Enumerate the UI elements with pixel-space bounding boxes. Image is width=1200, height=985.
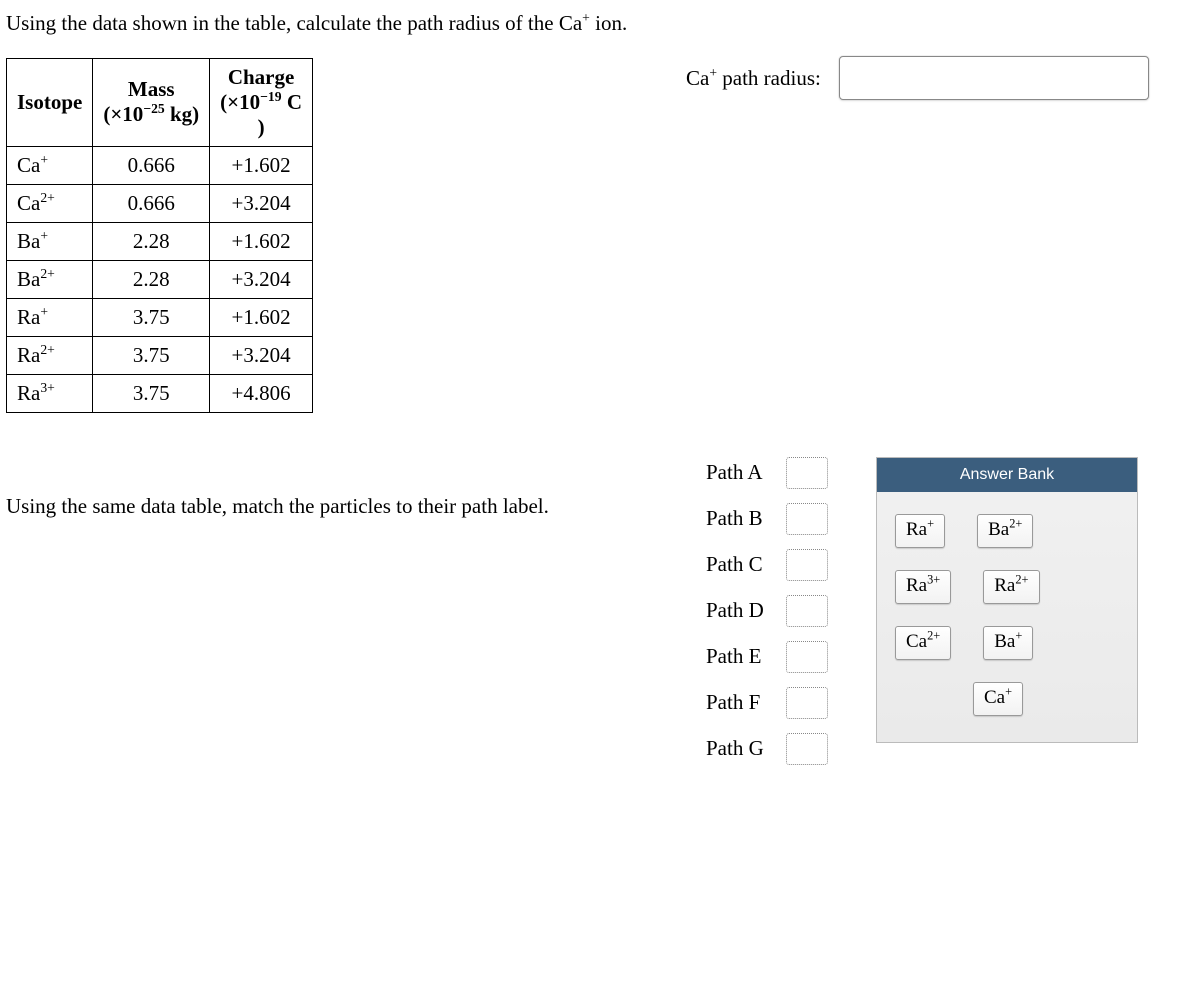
- table-row: Ba+2.28+1.602: [7, 222, 313, 260]
- table-row: Ra+3.75+1.602: [7, 298, 313, 336]
- question-2-text: Using the same data table, match the par…: [6, 491, 706, 523]
- path-label: Path E: [706, 644, 770, 669]
- table-row: Ca+0.666+1.602: [7, 146, 313, 184]
- cell-ion: Ra3+: [7, 374, 93, 412]
- cell-mass: 2.28: [93, 222, 210, 260]
- cell-ion: Ca+: [7, 146, 93, 184]
- bank-chip[interactable]: Ra3+: [895, 570, 951, 604]
- cell-charge: +1.602: [210, 298, 313, 336]
- path-drop-target[interactable]: [786, 595, 828, 627]
- cell-ion: Ba2+: [7, 260, 93, 298]
- cell-charge: +1.602: [210, 146, 313, 184]
- path-drop-target[interactable]: [786, 687, 828, 719]
- table-row: Ca2+0.666+3.204: [7, 184, 313, 222]
- cell-ion: Ca2+: [7, 184, 93, 222]
- isotope-table: Isotope Mass(×10−25 kg) Charge(×10−19 C)…: [6, 58, 313, 413]
- path-row: Path C: [706, 549, 828, 581]
- path-drop-target[interactable]: [786, 457, 828, 489]
- question-1-text: Using the data shown in the table, calcu…: [6, 8, 686, 40]
- cell-ion: Ra+: [7, 298, 93, 336]
- path-row: Path F: [706, 687, 828, 719]
- cell-mass: 0.666: [93, 184, 210, 222]
- col-charge: Charge(×10−19 C): [210, 58, 313, 146]
- cell-charge: +3.204: [210, 260, 313, 298]
- table-row: Ra3+3.75+4.806: [7, 374, 313, 412]
- path-row: Path E: [706, 641, 828, 673]
- cell-mass: 3.75: [93, 374, 210, 412]
- path-label: Path C: [706, 552, 770, 577]
- cell-ion: Ra2+: [7, 336, 93, 374]
- path-drop-target[interactable]: [786, 641, 828, 673]
- table-row: Ra2+3.75+3.204: [7, 336, 313, 374]
- col-isotope: Isotope: [7, 58, 93, 146]
- col-mass: Mass(×10−25 kg): [93, 58, 210, 146]
- path-row: Path B: [706, 503, 828, 535]
- bank-chip[interactable]: Ra+: [895, 514, 945, 548]
- bank-chip[interactable]: Ra2+: [983, 570, 1039, 604]
- cell-mass: 2.28: [93, 260, 210, 298]
- cell-mass: 3.75: [93, 298, 210, 336]
- cell-charge: +3.204: [210, 336, 313, 374]
- cell-charge: +1.602: [210, 222, 313, 260]
- path-drop-target[interactable]: [786, 549, 828, 581]
- bank-chip[interactable]: Ca2+: [895, 626, 951, 660]
- path-row: Path D: [706, 595, 828, 627]
- path-label: Path F: [706, 690, 770, 715]
- path-radius-input[interactable]: [839, 56, 1149, 100]
- path-label: Path D: [706, 598, 770, 623]
- bank-chip[interactable]: Ba2+: [977, 514, 1033, 548]
- path-label: Path G: [706, 736, 770, 761]
- path-row: Path G: [706, 733, 828, 765]
- table-row: Ba2+2.28+3.204: [7, 260, 313, 298]
- cell-charge: +4.806: [210, 374, 313, 412]
- cell-mass: 0.666: [93, 146, 210, 184]
- cell-charge: +3.204: [210, 184, 313, 222]
- path-drop-target[interactable]: [786, 733, 828, 765]
- answer-bank: Answer Bank Ra+ Ba2+ Ra3+ Ra2+ Ca2+ Ba+ Ca+: [876, 457, 1138, 743]
- answer-label: Ca+ path radius:: [686, 66, 821, 91]
- cell-mass: 3.75: [93, 336, 210, 374]
- path-drop-target[interactable]: [786, 503, 828, 535]
- path-row: Path A: [706, 457, 828, 489]
- answer-bank-title: Answer Bank: [877, 458, 1137, 492]
- path-label: Path A: [706, 460, 770, 485]
- bank-chip[interactable]: Ba+: [983, 626, 1033, 660]
- bank-chip[interactable]: Ca+: [973, 682, 1023, 716]
- path-label: Path B: [706, 506, 770, 531]
- cell-ion: Ba+: [7, 222, 93, 260]
